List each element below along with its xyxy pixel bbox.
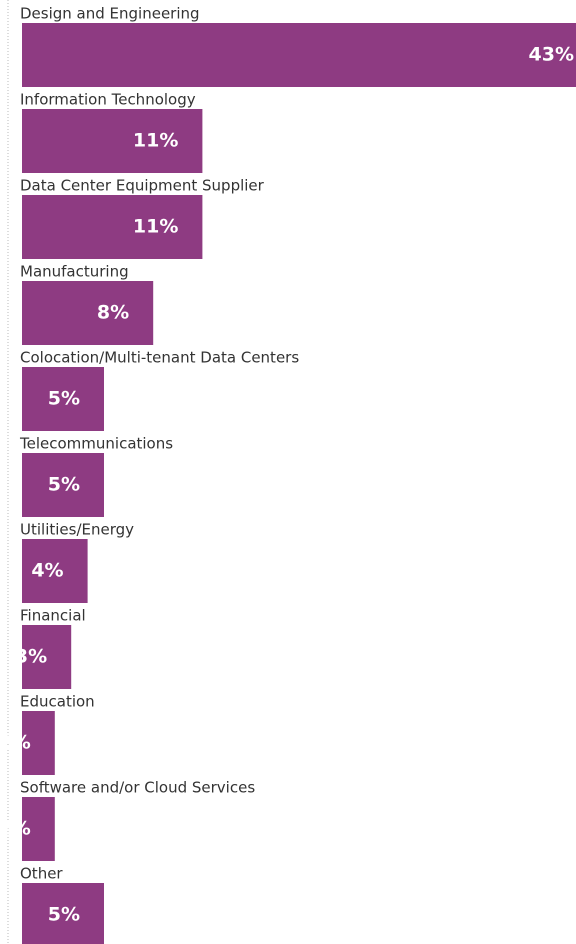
category-label: Utilities/Energy xyxy=(20,521,134,539)
category-label: Software and/or Cloud Services xyxy=(20,779,255,797)
bar xyxy=(22,195,203,259)
bar xyxy=(22,23,576,87)
bar xyxy=(22,539,88,603)
bar xyxy=(22,883,104,944)
category-label: Telecommunications xyxy=(19,435,173,453)
value-label: 11% xyxy=(133,130,178,152)
value-label: 2% xyxy=(0,818,31,840)
value-label: 11% xyxy=(133,216,178,238)
category-label: Information Technology xyxy=(20,91,196,109)
category-label: Other xyxy=(20,865,63,883)
category-label: Manufacturing xyxy=(20,263,129,281)
category-label: Data Center Equipment Supplier xyxy=(20,177,265,195)
value-label: 8% xyxy=(97,302,129,324)
bar xyxy=(22,281,154,345)
bar xyxy=(22,453,104,517)
value-label: 3% xyxy=(15,646,47,668)
bar xyxy=(22,625,72,689)
bar xyxy=(22,109,203,173)
bar xyxy=(22,711,55,775)
category-label: Education xyxy=(20,693,95,711)
value-label: 4% xyxy=(31,560,63,582)
value-label: 43% xyxy=(529,44,574,66)
category-label: Design and Engineering xyxy=(20,5,200,23)
value-label: 2% xyxy=(0,732,31,754)
value-label: 5% xyxy=(48,388,80,410)
bar xyxy=(22,797,55,861)
value-label: 5% xyxy=(48,474,80,496)
bar xyxy=(22,367,104,431)
value-label: 5% xyxy=(48,904,80,926)
category-label: Financial xyxy=(20,607,86,625)
category-label: Colocation/Multi-tenant Data Centers xyxy=(20,349,299,367)
